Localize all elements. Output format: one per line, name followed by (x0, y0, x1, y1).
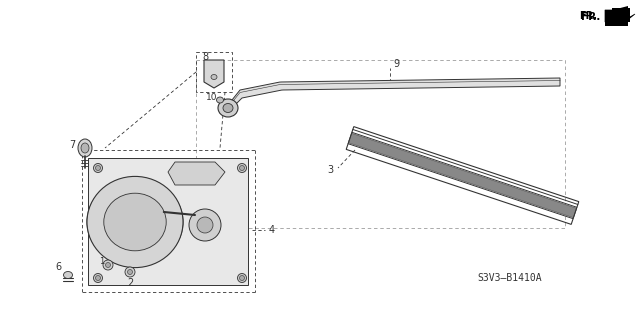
Polygon shape (605, 10, 635, 22)
Ellipse shape (223, 103, 233, 113)
Ellipse shape (87, 176, 183, 268)
Ellipse shape (237, 164, 246, 172)
Ellipse shape (87, 179, 183, 265)
Ellipse shape (197, 217, 213, 233)
Ellipse shape (104, 193, 166, 251)
Text: 2: 2 (127, 278, 133, 288)
Ellipse shape (125, 267, 135, 277)
Ellipse shape (103, 260, 113, 270)
Text: 10: 10 (206, 93, 218, 102)
Ellipse shape (211, 75, 217, 79)
Text: FR.: FR. (580, 12, 600, 22)
Text: S3V3–B1410A: S3V3–B1410A (477, 273, 542, 283)
Ellipse shape (63, 271, 72, 278)
Ellipse shape (237, 274, 246, 283)
Ellipse shape (106, 262, 111, 268)
Ellipse shape (95, 276, 100, 281)
Ellipse shape (218, 99, 238, 117)
Ellipse shape (239, 276, 244, 281)
Text: 7: 7 (69, 140, 75, 150)
Ellipse shape (127, 269, 132, 275)
Ellipse shape (216, 97, 223, 103)
Text: 3: 3 (327, 165, 333, 175)
Ellipse shape (93, 274, 102, 283)
Ellipse shape (81, 143, 89, 153)
Ellipse shape (239, 165, 244, 171)
Ellipse shape (93, 164, 102, 172)
Polygon shape (168, 162, 225, 185)
Text: 4: 4 (269, 225, 275, 235)
Polygon shape (612, 8, 630, 22)
Ellipse shape (78, 139, 92, 157)
Text: 9: 9 (393, 59, 399, 69)
Ellipse shape (95, 165, 100, 171)
Polygon shape (605, 6, 628, 26)
Polygon shape (228, 78, 560, 112)
Polygon shape (348, 133, 577, 218)
Polygon shape (204, 60, 224, 88)
Ellipse shape (106, 196, 164, 248)
Ellipse shape (189, 209, 221, 241)
Text: 8: 8 (202, 52, 208, 62)
Text: 6: 6 (55, 262, 61, 272)
Polygon shape (88, 158, 248, 285)
Text: 1: 1 (99, 257, 104, 266)
Text: FR.: FR. (579, 11, 597, 21)
